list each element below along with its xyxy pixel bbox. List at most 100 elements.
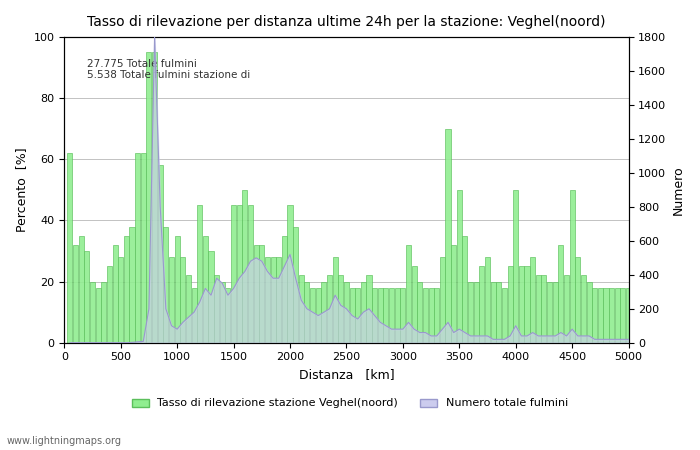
Bar (519, 266, 524, 343)
Bar (270, 257, 276, 343)
Bar (581, 275, 586, 343)
Text: 27.775 Totale fulmini
5.538 Totale fulmini stazione di: 27.775 Totale fulmini 5.538 Totale fulmi… (87, 58, 250, 80)
Bar (559, 245, 564, 343)
Bar (327, 275, 332, 343)
Bar (282, 236, 287, 343)
Bar (276, 257, 281, 343)
Bar (237, 205, 242, 343)
Bar (626, 288, 631, 343)
Bar (192, 288, 197, 343)
Bar (338, 275, 343, 343)
Bar (457, 190, 462, 343)
Bar (265, 257, 270, 343)
Bar (491, 282, 496, 343)
Bar (355, 288, 360, 343)
Bar (102, 282, 106, 343)
Bar (372, 288, 377, 343)
Bar (248, 205, 253, 343)
Bar (118, 257, 123, 343)
Bar (513, 190, 518, 343)
Bar (378, 288, 383, 343)
Bar (524, 266, 530, 343)
Y-axis label: Percento  [%]: Percento [%] (15, 148, 28, 232)
Bar (344, 282, 349, 343)
Bar (293, 227, 298, 343)
Bar (209, 251, 214, 343)
Bar (384, 288, 388, 343)
Bar (400, 288, 405, 343)
Bar (96, 288, 101, 343)
Bar (395, 288, 400, 343)
Bar (214, 275, 219, 343)
Bar (152, 52, 157, 343)
Bar (67, 153, 73, 343)
Bar (90, 282, 95, 343)
X-axis label: Distanza   [km]: Distanza [km] (299, 368, 394, 381)
Bar (615, 288, 620, 343)
Bar (113, 245, 118, 343)
Text: www.lightningmaps.org: www.lightningmaps.org (7, 436, 122, 446)
Bar (485, 257, 490, 343)
Bar (440, 257, 445, 343)
Bar (541, 275, 547, 343)
Bar (451, 245, 456, 343)
Bar (107, 266, 112, 343)
Bar (163, 227, 169, 343)
Bar (412, 266, 416, 343)
Bar (288, 205, 293, 343)
Bar (547, 282, 552, 343)
Bar (146, 52, 151, 343)
Bar (310, 288, 315, 343)
Bar (480, 266, 484, 343)
Bar (575, 257, 580, 343)
Bar (174, 236, 180, 343)
Bar (564, 275, 569, 343)
Bar (141, 153, 146, 343)
Bar (508, 266, 512, 343)
Bar (259, 245, 265, 343)
Bar (197, 205, 202, 343)
Bar (73, 245, 78, 343)
Bar (316, 288, 321, 343)
Bar (332, 257, 337, 343)
Bar (496, 282, 501, 343)
Bar (203, 236, 208, 343)
Bar (124, 236, 129, 343)
Bar (598, 288, 603, 343)
Bar (158, 166, 163, 343)
Bar (530, 257, 536, 343)
Bar (389, 288, 394, 343)
Bar (592, 288, 597, 343)
Bar (445, 129, 451, 343)
Bar (609, 288, 614, 343)
Bar (304, 282, 309, 343)
Bar (502, 288, 507, 343)
Bar (360, 282, 366, 343)
Bar (434, 288, 440, 343)
Bar (603, 288, 608, 343)
Bar (406, 245, 411, 343)
Bar (135, 153, 140, 343)
Bar (474, 282, 479, 343)
Bar (349, 288, 355, 343)
Bar (84, 251, 90, 343)
Bar (367, 275, 372, 343)
Bar (468, 282, 473, 343)
Bar (169, 257, 174, 343)
Legend: Tasso di rilevazione stazione Veghel(noord), Numero totale fulmini: Tasso di rilevazione stazione Veghel(noo… (127, 394, 573, 413)
Title: Tasso di rilevazione per distanza ultime 24h per la stazione: Veghel(noord): Tasso di rilevazione per distanza ultime… (88, 15, 606, 29)
Bar (220, 282, 225, 343)
Bar (186, 275, 191, 343)
Bar (463, 236, 468, 343)
Bar (620, 288, 626, 343)
Bar (417, 282, 422, 343)
Bar (553, 282, 558, 343)
Bar (78, 236, 84, 343)
Bar (321, 282, 326, 343)
Bar (242, 190, 247, 343)
Bar (428, 288, 433, 343)
Bar (231, 205, 236, 343)
Bar (253, 245, 259, 343)
Bar (299, 275, 304, 343)
Bar (130, 227, 134, 343)
